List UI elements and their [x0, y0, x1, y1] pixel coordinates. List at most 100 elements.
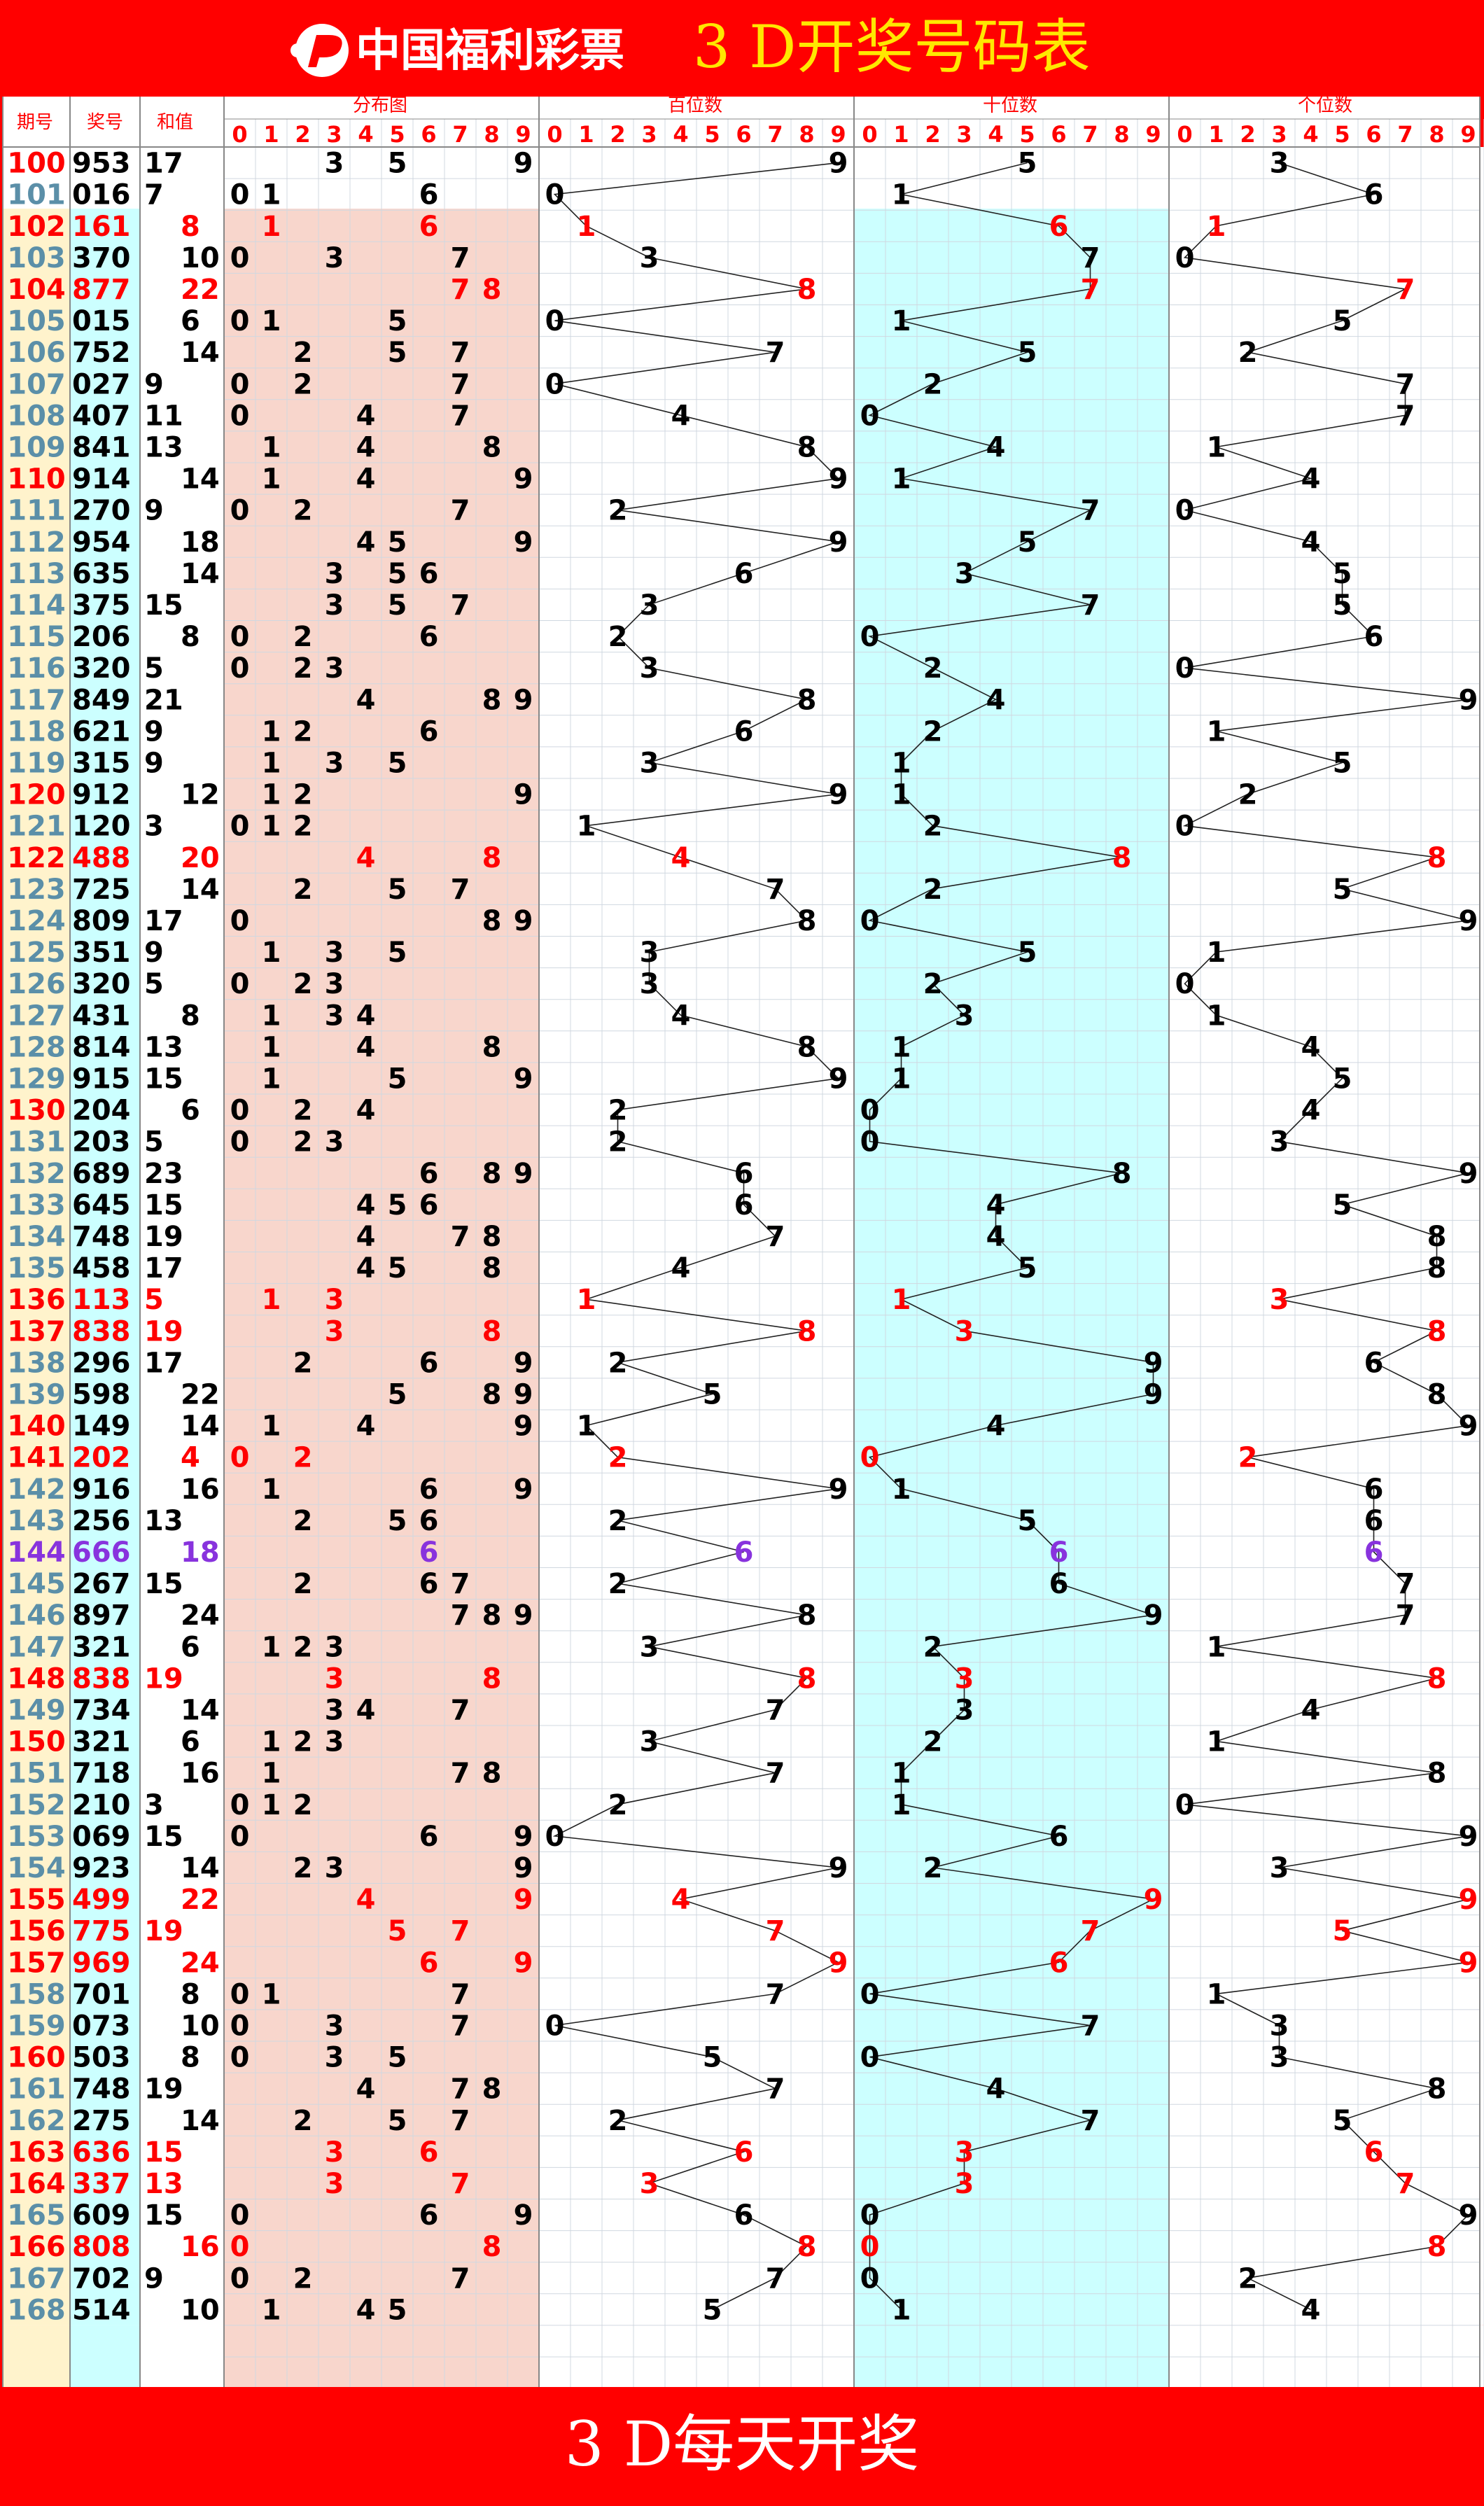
pos-0-105: 0 — [545, 305, 565, 337]
dist-132-8: 8 — [482, 1158, 502, 1190]
period-header: 期号 — [17, 112, 53, 133]
digit-header-2-0: 0 — [862, 121, 877, 148]
digit-header-0-1: 1 — [263, 121, 279, 148]
sum-103: 10 — [181, 242, 220, 274]
dist-129-9: 9 — [514, 1063, 533, 1095]
pos-1-138: 9 — [1144, 1347, 1163, 1379]
pos-1-135: 5 — [1018, 1252, 1037, 1284]
pos-0-125: 3 — [640, 937, 659, 969]
period-152: 152 — [7, 1789, 66, 1821]
dist-133-4: 4 — [356, 1189, 376, 1222]
dist-107-7: 7 — [451, 368, 470, 400]
number-146: 897 — [72, 1600, 131, 1632]
pos-0-106: 7 — [766, 337, 785, 369]
pos-0-146: 8 — [797, 1600, 817, 1632]
pos-1-101: 1 — [892, 179, 911, 211]
period-148: 148 — [7, 1662, 66, 1695]
sum-158: 8 — [181, 1978, 200, 2010]
number-141: 202 — [72, 1442, 131, 1474]
period-117: 117 — [7, 684, 66, 716]
number-108: 407 — [72, 400, 131, 432]
sum-132: 23 — [144, 1158, 183, 1190]
digit-header-3-3: 3 — [1271, 121, 1287, 148]
dist-123-5: 5 — [388, 874, 407, 906]
dist-107-2: 2 — [293, 368, 313, 400]
number-159: 073 — [72, 2010, 131, 2042]
sum-152: 3 — [144, 1789, 164, 1821]
pos-2-167: 2 — [1238, 2262, 1258, 2295]
dist-127-3: 3 — [325, 1000, 344, 1032]
pos-0-145: 2 — [608, 1568, 628, 1600]
dist-163-6: 6 — [419, 2136, 439, 2169]
dist-150-2: 2 — [293, 1726, 313, 1758]
dist-142-1: 1 — [262, 1474, 281, 1506]
digit-header-2-5: 5 — [1019, 121, 1035, 148]
pos-1-136: 1 — [892, 1284, 911, 1316]
pos-0-114: 3 — [640, 589, 659, 622]
dist-133-5: 5 — [388, 1189, 407, 1222]
number-128: 814 — [72, 1031, 131, 1063]
number-102: 161 — [72, 211, 131, 243]
dist-152-2: 2 — [293, 1789, 313, 1821]
number-167: 702 — [72, 2262, 131, 2295]
number-105: 015 — [72, 305, 131, 337]
period-123: 123 — [7, 874, 66, 906]
dist-106-2: 2 — [293, 337, 313, 369]
number-156: 775 — [72, 1915, 131, 1947]
sum-153: 15 — [144, 1821, 183, 1853]
pos-2-166: 8 — [1427, 2231, 1447, 2263]
dist-137-8: 8 — [482, 1315, 502, 1348]
sum-header: 和值 — [157, 112, 193, 133]
dist-124-8: 8 — [482, 905, 502, 937]
period-139: 139 — [7, 1378, 66, 1410]
pos-0-132: 6 — [734, 1158, 754, 1190]
period-111: 111 — [7, 495, 66, 527]
dist-115-0: 0 — [230, 621, 250, 653]
pos-0-124: 8 — [797, 905, 817, 937]
dist-136-1: 1 — [262, 1284, 281, 1316]
period-157: 157 — [7, 1947, 66, 1979]
number-124: 809 — [72, 905, 131, 937]
period-135: 135 — [7, 1252, 66, 1284]
pos-0-116: 3 — [640, 652, 659, 685]
pos-2-126: 0 — [1175, 968, 1195, 1000]
dist-166-8: 8 — [482, 2231, 502, 2263]
sum-164: 13 — [144, 2168, 183, 2200]
dist-168-5: 5 — [388, 2294, 407, 2326]
pos-2-141: 2 — [1238, 1442, 1258, 1474]
dist-123-7: 7 — [451, 874, 470, 906]
pos-1-115: 0 — [860, 621, 880, 653]
digit-header-2-2: 2 — [925, 121, 940, 148]
number-162: 275 — [72, 2105, 131, 2137]
pos-2-153: 9 — [1459, 1821, 1478, 1853]
dist-110-1: 1 — [262, 463, 281, 496]
pos-2-108: 7 — [1396, 400, 1415, 432]
digit-header-1-7: 7 — [767, 121, 783, 148]
dist-164-3: 3 — [325, 2168, 344, 2200]
dist-148-3: 3 — [325, 1662, 344, 1695]
grid-layer — [2, 97, 1484, 2387]
dist-110-9: 9 — [514, 463, 533, 496]
dist-156-7: 7 — [451, 1915, 470, 1947]
dist-141-0: 0 — [230, 1442, 250, 1474]
period-105: 105 — [7, 305, 66, 337]
sum-141: 4 — [181, 1442, 200, 1474]
pos-2-139: 8 — [1427, 1378, 1447, 1410]
dist-121-0: 0 — [230, 811, 250, 843]
pos-1-122: 8 — [1112, 842, 1132, 874]
sum-142: 16 — [181, 1474, 220, 1506]
dist-102-6: 6 — [419, 211, 439, 243]
dist-120-1: 1 — [262, 779, 281, 811]
footer-text: 3 D每天开奖 — [565, 2408, 920, 2480]
pos-0-101: 0 — [545, 179, 565, 211]
dist-119-1: 1 — [262, 747, 281, 779]
digit-header-0-7: 7 — [452, 121, 468, 148]
pos-1-156: 7 — [1081, 1915, 1100, 1947]
dist-168-4: 4 — [356, 2294, 376, 2326]
pos-0-136: 1 — [577, 1284, 596, 1316]
pos-2-140: 9 — [1459, 1410, 1478, 1443]
period-166: 166 — [7, 2231, 66, 2263]
pos-1-125: 5 — [1018, 937, 1037, 969]
